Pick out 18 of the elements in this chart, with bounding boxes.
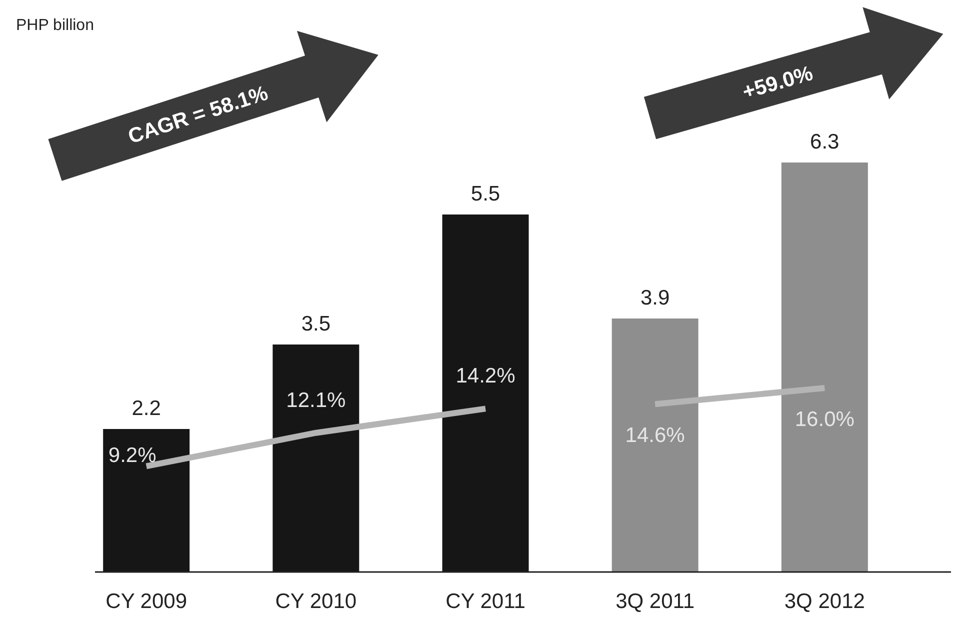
x-tick-label: CY 2011 — [446, 590, 526, 613]
data-label: 2.2 — [132, 397, 161, 420]
data-label: 9.2% — [108, 444, 156, 468]
x-tick-label: CY 2009 — [106, 590, 188, 613]
data-label: 6.3 — [810, 130, 840, 154]
x-tick-label: 3Q 2012 — [784, 590, 865, 613]
data-label: 3.9 — [640, 286, 670, 310]
text: PHP billion — [16, 17, 94, 34]
x-tick-label: 3Q 2011 — [616, 590, 695, 613]
data-label: 14.2% — [456, 364, 516, 388]
data-label: 5.5 — [470, 182, 500, 206]
text: CAGR = 58.1% — [125, 82, 272, 148]
data-label: 12.1% — [286, 388, 346, 412]
text: +59.0% — [740, 62, 816, 104]
x-tick-label: CY 2010 — [275, 590, 357, 613]
data-label: 14.6% — [625, 424, 685, 448]
data-label: 3.5 — [301, 312, 331, 336]
data-label: 16.0% — [794, 408, 854, 431]
